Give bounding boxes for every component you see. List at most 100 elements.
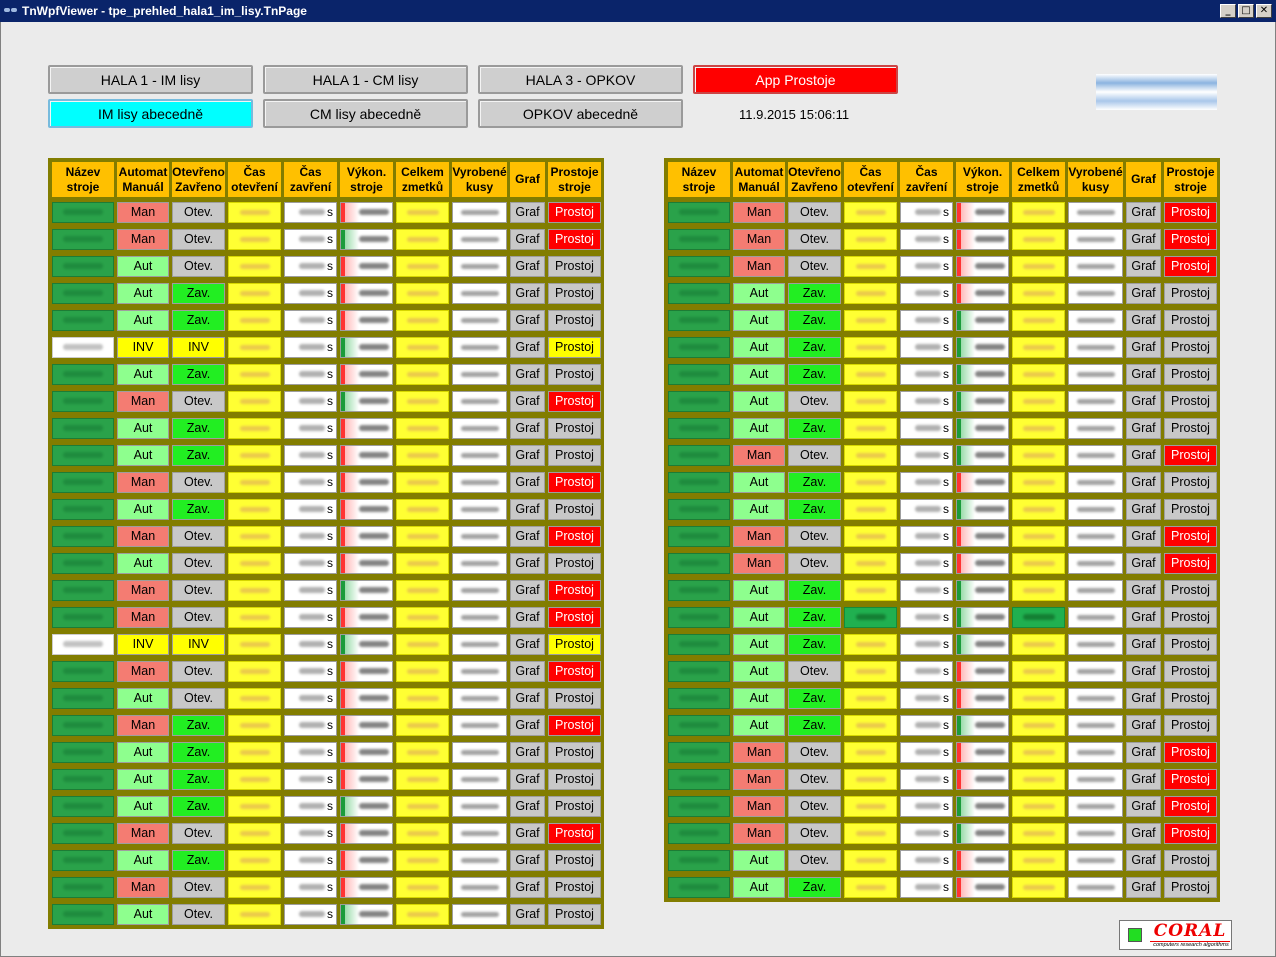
downtime-button[interactable]: Prostoj xyxy=(548,660,601,682)
graph-button[interactable]: Graf xyxy=(510,228,545,250)
machine-name-cell[interactable] xyxy=(668,363,730,385)
machine-name-cell[interactable] xyxy=(668,525,730,547)
graph-button[interactable]: Graf xyxy=(510,660,545,682)
machine-name-cell[interactable] xyxy=(668,714,730,736)
downtime-button[interactable]: Prostoj xyxy=(548,741,601,763)
graph-button[interactable]: Graf xyxy=(1126,525,1161,547)
machine-name-cell[interactable] xyxy=(668,444,730,466)
machine-name-cell[interactable] xyxy=(52,714,114,736)
graph-button[interactable]: Graf xyxy=(510,498,545,520)
graph-button[interactable]: Graf xyxy=(1126,741,1161,763)
downtime-button[interactable]: Prostoj xyxy=(548,822,601,844)
downtime-button[interactable]: Prostoj xyxy=(1164,849,1217,871)
graph-button[interactable]: Graf xyxy=(1126,390,1161,412)
downtime-button[interactable]: Prostoj xyxy=(1164,768,1217,790)
machine-name-cell[interactable] xyxy=(52,552,114,574)
downtime-button[interactable]: Prostoj xyxy=(1164,498,1217,520)
machine-name-cell[interactable] xyxy=(52,201,114,223)
downtime-button[interactable]: Prostoj xyxy=(1164,228,1217,250)
machine-name-cell[interactable] xyxy=(668,687,730,709)
hala3-opkov-button[interactable]: HALA 3 - OPKOV xyxy=(478,65,683,94)
machine-name-cell[interactable] xyxy=(668,606,730,628)
graph-button[interactable]: Graf xyxy=(1126,849,1161,871)
machine-name-cell[interactable] xyxy=(52,849,114,871)
graph-button[interactable]: Graf xyxy=(1126,768,1161,790)
graph-button[interactable]: Graf xyxy=(1126,471,1161,493)
graph-button[interactable]: Graf xyxy=(1126,201,1161,223)
downtime-button[interactable]: Prostoj xyxy=(1164,876,1217,898)
machine-name-cell[interactable] xyxy=(668,498,730,520)
graph-button[interactable]: Graf xyxy=(510,336,545,358)
minimize-button[interactable]: _ xyxy=(1220,4,1236,18)
machine-name-cell[interactable] xyxy=(52,255,114,277)
hala1-cm-button[interactable]: HALA 1 - CM lisy xyxy=(263,65,468,94)
machine-name-cell[interactable] xyxy=(52,525,114,547)
graph-button[interactable]: Graf xyxy=(1126,336,1161,358)
graph-button[interactable]: Graf xyxy=(1126,633,1161,655)
machine-name-cell[interactable] xyxy=(668,876,730,898)
downtime-button[interactable]: Prostoj xyxy=(548,876,601,898)
maximize-button[interactable]: □ xyxy=(1238,4,1254,18)
downtime-button[interactable]: Prostoj xyxy=(548,444,601,466)
machine-name-cell[interactable] xyxy=(668,822,730,844)
downtime-button[interactable]: Prostoj xyxy=(548,633,601,655)
graph-button[interactable]: Graf xyxy=(510,714,545,736)
graph-button[interactable]: Graf xyxy=(1126,579,1161,601)
graph-button[interactable]: Graf xyxy=(1126,714,1161,736)
graph-button[interactable]: Graf xyxy=(1126,606,1161,628)
downtime-button[interactable]: Prostoj xyxy=(1164,390,1217,412)
machine-name-cell[interactable] xyxy=(52,444,114,466)
machine-name-cell[interactable] xyxy=(52,741,114,763)
machine-name-cell[interactable] xyxy=(52,822,114,844)
close-button[interactable]: ✕ xyxy=(1256,4,1272,18)
downtime-button[interactable]: Prostoj xyxy=(1164,417,1217,439)
graph-button[interactable]: Graf xyxy=(1126,687,1161,709)
machine-name-cell[interactable] xyxy=(52,471,114,493)
machine-name-cell[interactable] xyxy=(668,795,730,817)
machine-name-cell[interactable] xyxy=(668,282,730,304)
machine-name-cell[interactable] xyxy=(668,390,730,412)
machine-name-cell[interactable] xyxy=(52,579,114,601)
graph-button[interactable]: Graf xyxy=(510,579,545,601)
downtime-button[interactable]: Prostoj xyxy=(548,471,601,493)
downtime-button[interactable]: Prostoj xyxy=(1164,741,1217,763)
graph-button[interactable]: Graf xyxy=(1126,498,1161,520)
graph-button[interactable]: Graf xyxy=(510,201,545,223)
graph-button[interactable]: Graf xyxy=(510,309,545,331)
downtime-button[interactable]: Prostoj xyxy=(1164,471,1217,493)
machine-name-cell[interactable] xyxy=(668,417,730,439)
downtime-button[interactable]: Prostoj xyxy=(1164,282,1217,304)
machine-name-cell[interactable] xyxy=(668,336,730,358)
downtime-button[interactable]: Prostoj xyxy=(1164,606,1217,628)
downtime-button[interactable]: Prostoj xyxy=(548,255,601,277)
graph-button[interactable]: Graf xyxy=(510,633,545,655)
downtime-button[interactable]: Prostoj xyxy=(548,849,601,871)
graph-button[interactable]: Graf xyxy=(1126,795,1161,817)
machine-name-cell[interactable] xyxy=(668,768,730,790)
machine-name-cell[interactable] xyxy=(52,606,114,628)
graph-button[interactable]: Graf xyxy=(510,282,545,304)
graph-button[interactable]: Graf xyxy=(510,552,545,574)
downtime-button[interactable]: Prostoj xyxy=(1164,633,1217,655)
machine-name-cell[interactable] xyxy=(668,579,730,601)
machine-name-cell[interactable] xyxy=(52,633,114,655)
downtime-button[interactable]: Prostoj xyxy=(548,903,601,925)
machine-name-cell[interactable] xyxy=(52,660,114,682)
downtime-button[interactable]: Prostoj xyxy=(548,687,601,709)
downtime-button[interactable]: Prostoj xyxy=(1164,309,1217,331)
downtime-button[interactable]: Prostoj xyxy=(1164,687,1217,709)
downtime-button[interactable]: Prostoj xyxy=(1164,552,1217,574)
machine-name-cell[interactable] xyxy=(52,903,114,925)
downtime-button[interactable]: Prostoj xyxy=(1164,795,1217,817)
downtime-button[interactable]: Prostoj xyxy=(1164,444,1217,466)
downtime-button[interactable]: Prostoj xyxy=(548,390,601,412)
graph-button[interactable]: Graf xyxy=(1126,822,1161,844)
downtime-button[interactable]: Prostoj xyxy=(548,309,601,331)
opkov-abecedne-button[interactable]: OPKOV abecedně xyxy=(478,99,683,128)
downtime-button[interactable]: Prostoj xyxy=(548,336,601,358)
graph-button[interactable]: Graf xyxy=(1126,228,1161,250)
downtime-button[interactable]: Prostoj xyxy=(1164,660,1217,682)
machine-name-cell[interactable] xyxy=(52,363,114,385)
machine-name-cell[interactable] xyxy=(668,228,730,250)
machine-name-cell[interactable] xyxy=(52,768,114,790)
